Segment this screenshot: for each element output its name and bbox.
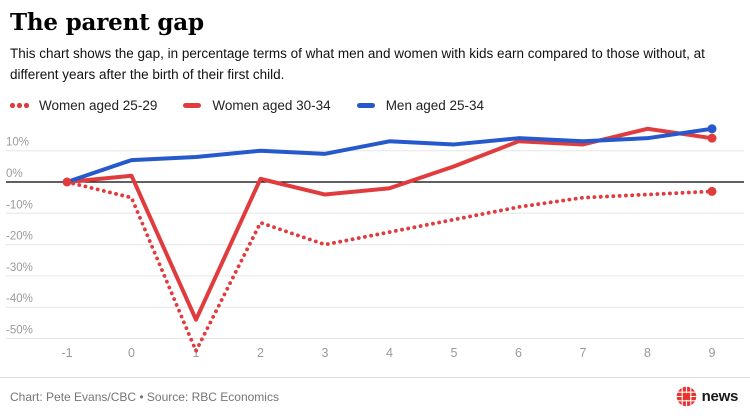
credit-text: Chart: Pete Evans/CBC • Source: RBC Econ… [10, 389, 279, 404]
x-axis-label: 0 [128, 346, 135, 360]
x-axis-label: 5 [451, 346, 458, 360]
x-axis-label: 1 [193, 346, 200, 360]
brand: news [675, 386, 739, 407]
legend-item-women-30-34: Women aged 30-34 [183, 97, 331, 113]
series-end-dot [707, 124, 717, 134]
legend-item-women-25-29: Women aged 25-29 [10, 98, 157, 113]
cbc-logo-icon [675, 386, 697, 407]
legend-marker-box [183, 103, 203, 108]
x-axis-label: 8 [644, 346, 651, 360]
y-axis-label: 10% [6, 137, 29, 149]
legend-label: Women aged 30-34 [212, 97, 331, 113]
series-end-dot [707, 133, 717, 143]
x-axis-label: 6 [515, 346, 522, 360]
x-axis-label: -1 [61, 346, 72, 360]
legend-item-men-25-34: Men aged 25-34 [356, 97, 485, 113]
page-title: The parent gap [10, 9, 204, 36]
legend-label: Men aged 25-34 [385, 97, 485, 113]
solid-line-marker-icon [183, 103, 202, 108]
series-line-men-aged-25-34 [65, 126, 714, 184]
x-axis-label: 2 [257, 346, 264, 360]
x-axis-label: 9 [709, 346, 716, 360]
solid-line-marker-icon [356, 103, 375, 108]
series-end-dot [707, 186, 717, 196]
legend-marker-box [356, 103, 377, 108]
x-axis-label: 3 [322, 346, 329, 360]
series-start-dot [62, 177, 72, 187]
chart-subtitle: This chart shows the gap, in percentage … [10, 46, 705, 82]
x-axis-label: 4 [386, 346, 393, 360]
series-line-women-aged-30-34 [65, 126, 714, 322]
y-axis-label: 0% [6, 168, 23, 180]
chart-footer: Chart: Pete Evans/CBC • Source: RBC Econ… [0, 377, 750, 407]
legend-marker-box [10, 103, 30, 108]
chart-header: The parent gap This chart shows the gap,… [0, 0, 750, 113]
legend-label: Women aged 25-29 [39, 97, 158, 113]
y-axis-label: -20% [6, 231, 33, 243]
dotted-line-marker-icon [10, 103, 15, 108]
y-axis-label: -10% [6, 199, 33, 211]
y-axis-label: -50% [6, 325, 33, 337]
x-axis-label: 7 [580, 346, 587, 360]
y-axis-label: -40% [6, 293, 33, 305]
legend: Women aged 25-29 Women aged 30-34 Men ag… [10, 98, 740, 113]
series-line-women-aged-25-29 [65, 180, 714, 353]
y-axis-label: -30% [6, 262, 33, 274]
brand-name: news [701, 388, 739, 405]
